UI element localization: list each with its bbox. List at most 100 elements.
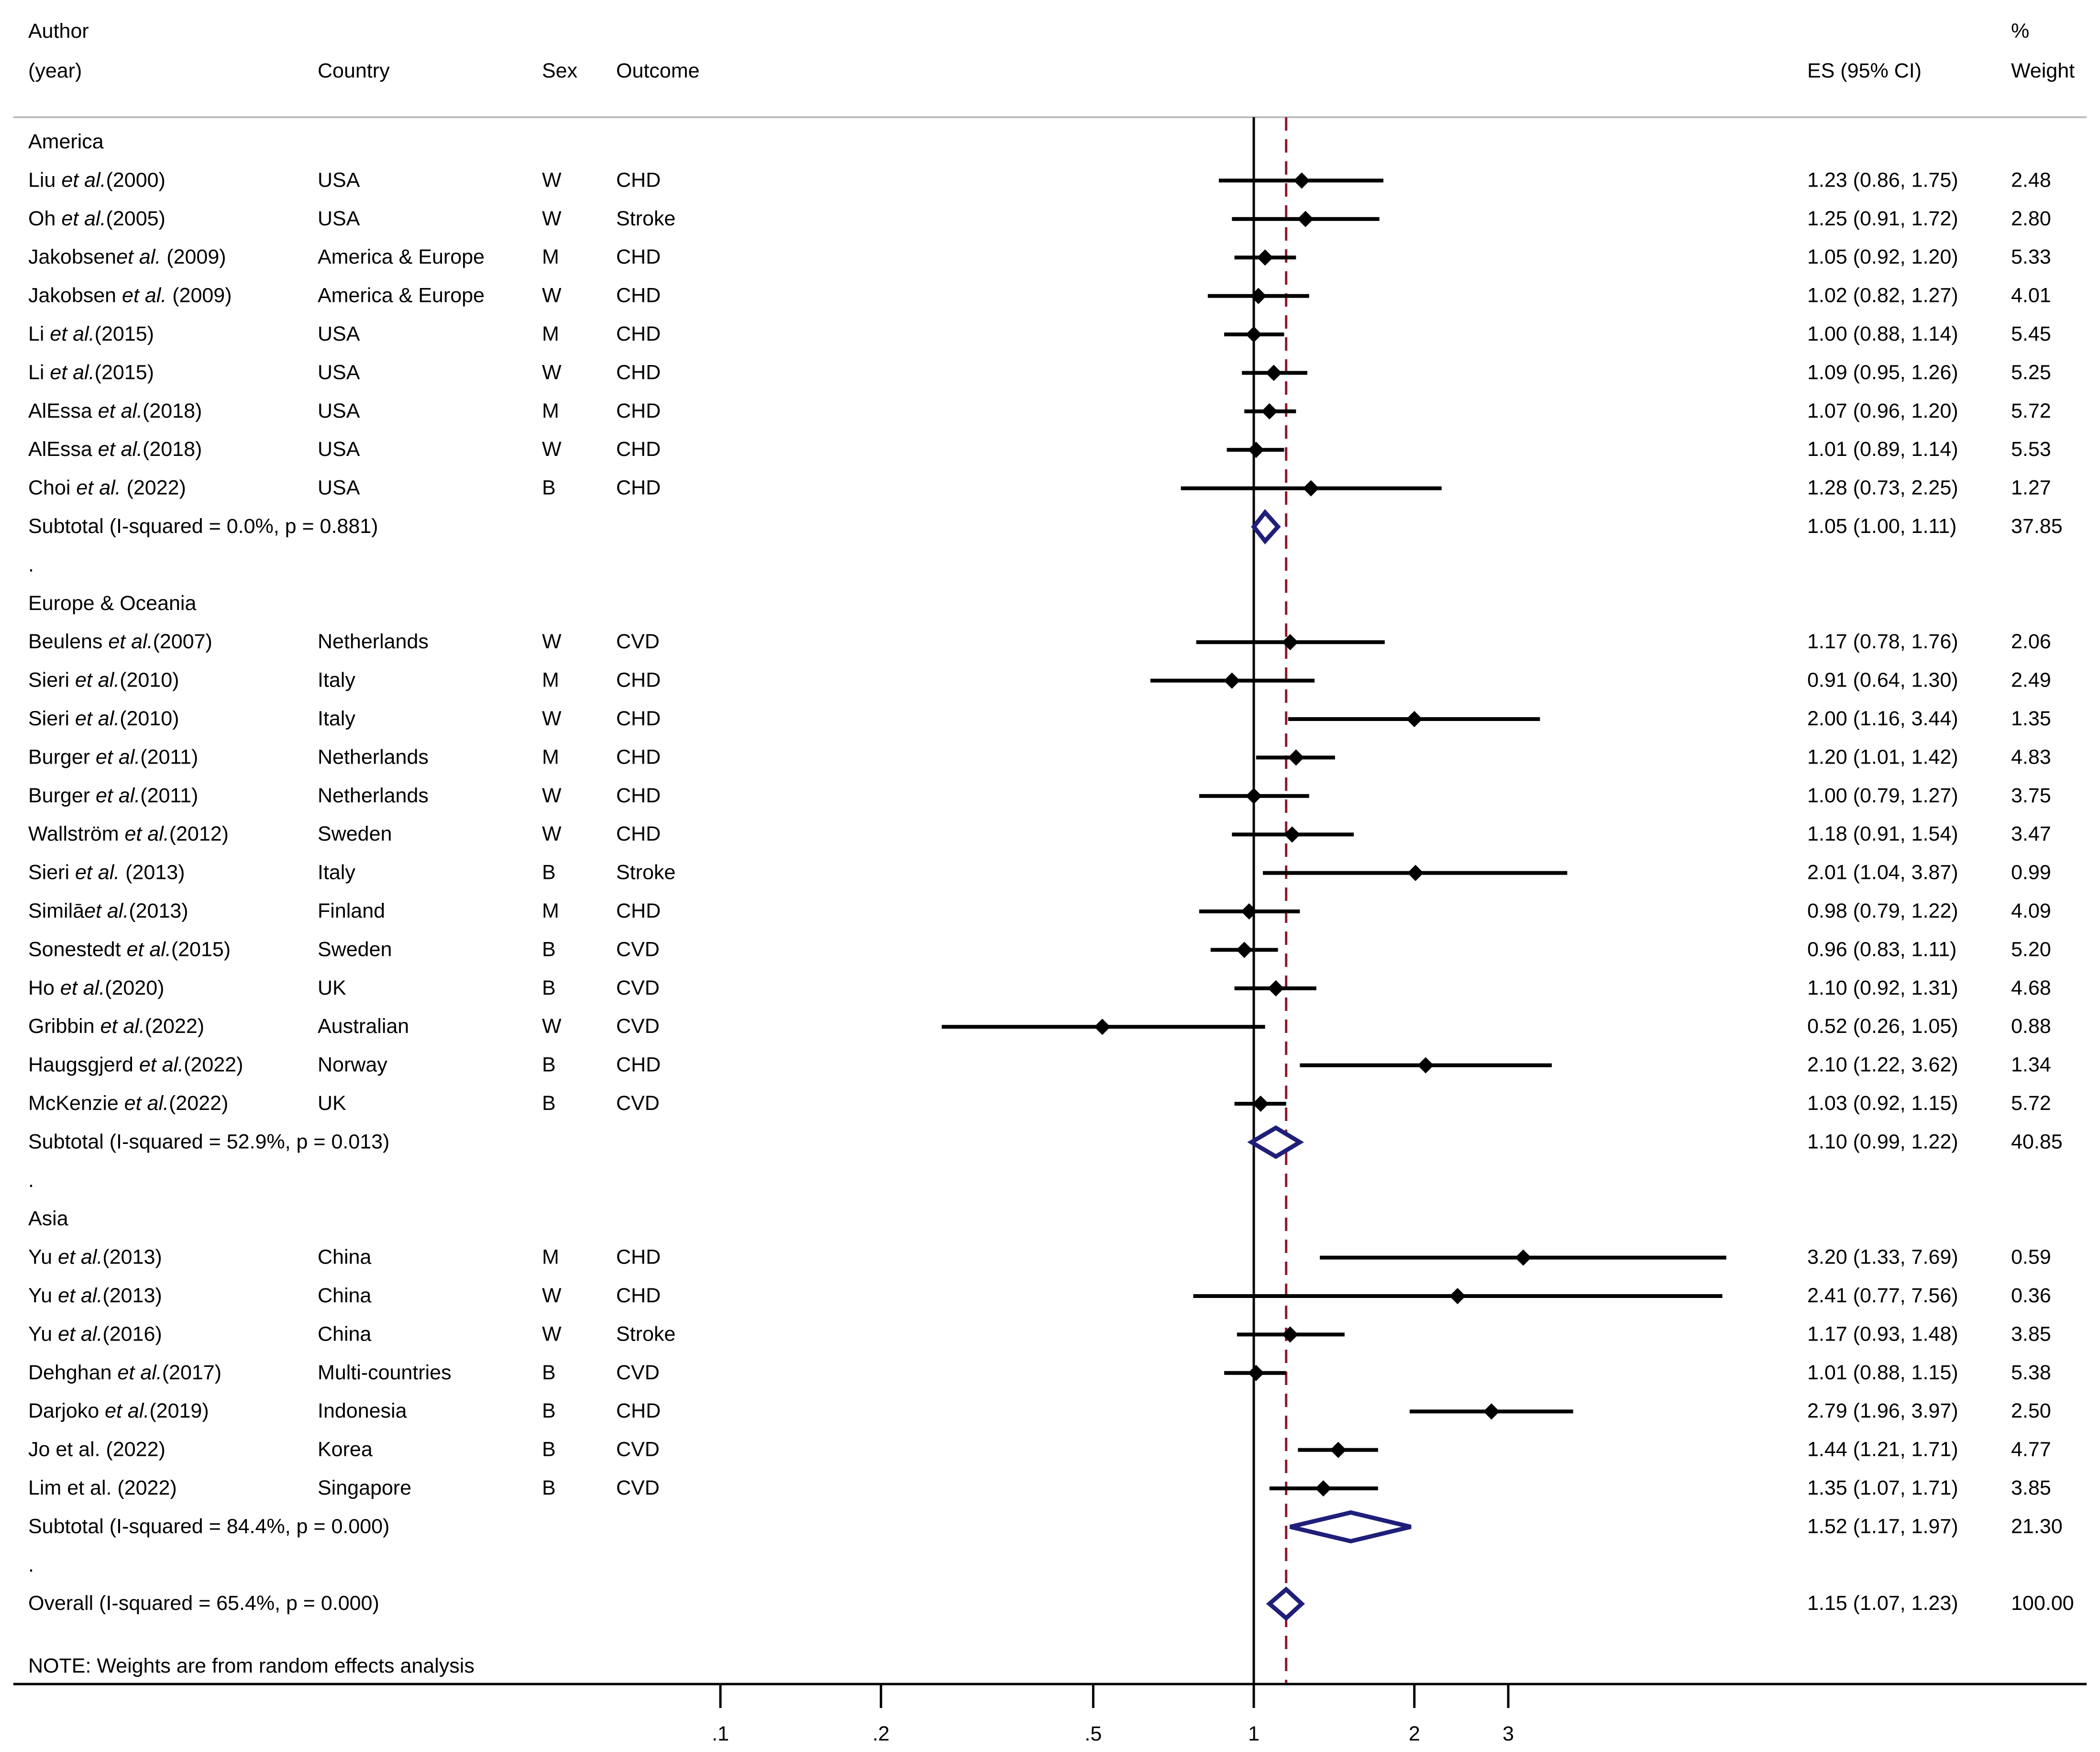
study-weight: 4.01 — [2011, 284, 2051, 307]
study-point — [1224, 672, 1240, 689]
study-point — [1449, 1288, 1466, 1304]
study-outcome: CVD — [616, 1092, 660, 1115]
study-sex: W — [542, 438, 562, 461]
study-outcome: CHD — [616, 784, 661, 807]
study-sex: B — [542, 1399, 556, 1422]
study-author: Yu et al.(2016) — [28, 1322, 162, 1345]
study-sex: M — [542, 399, 559, 422]
study-es: 1.10 (0.92, 1.31) — [1807, 976, 1958, 999]
overall-diamond — [1266, 1586, 1305, 1621]
study-es: 1.00 (0.88, 1.14) — [1807, 322, 1958, 345]
study-weight: 4.83 — [2011, 745, 2051, 768]
study-point — [1282, 634, 1299, 651]
x-tick-label: 3 — [1503, 1722, 1514, 1745]
study-es: 1.44 (1.21, 1.71) — [1807, 1438, 1958, 1461]
header-es: ES (95% CI) — [1807, 59, 1922, 82]
study-es: 1.02 (0.82, 1.27) — [1807, 284, 1958, 307]
study-author: Beulens et al.(2007) — [28, 630, 212, 653]
study-author: Similāet al.(2013) — [28, 899, 188, 922]
study-weight: 3.47 — [2011, 822, 2051, 845]
overall-label: Overall (I-squared = 65.4%, p = 0.000) — [28, 1592, 379, 1615]
study-point — [1265, 365, 1282, 381]
study-outcome: CVD — [616, 938, 660, 961]
study-country: Netherlands — [318, 630, 429, 653]
study-country: China — [318, 1246, 371, 1269]
study-weight: 4.68 — [2011, 976, 2051, 999]
study-sex: B — [542, 976, 556, 999]
study-outcome: Stroke — [616, 861, 675, 884]
header-country: Country — [318, 59, 390, 82]
subtotal-weight: 40.85 — [2011, 1130, 2063, 1153]
study-es: 1.35 (1.07, 1.71) — [1807, 1476, 1958, 1499]
study-es: 1.25 (0.91, 1.72) — [1807, 207, 1958, 230]
study-point — [1293, 172, 1310, 189]
study-author: AlEssa et al.(2018) — [28, 438, 202, 461]
study-es: 1.07 (0.96, 1.20) — [1807, 399, 1958, 422]
study-country: Australian — [318, 1015, 409, 1038]
study-es: 1.23 (0.86, 1.75) — [1807, 168, 1958, 191]
study-point — [1094, 1019, 1111, 1035]
study-weight: 0.36 — [2011, 1284, 2051, 1307]
study-country: China — [318, 1322, 371, 1345]
study-weight: 5.38 — [2011, 1361, 2051, 1384]
study-country: America & Europe — [318, 284, 485, 307]
study-point — [1330, 1442, 1347, 1458]
study-outcome: CHD — [616, 438, 661, 461]
study-author: Jakobsen et al. (2009) — [28, 284, 232, 307]
study-author: Sieri et al. (2013) — [28, 861, 185, 884]
study-country: Singapore — [318, 1476, 411, 1499]
study-point — [1483, 1403, 1500, 1420]
subtotal-es: 1.05 (1.00, 1.11) — [1807, 515, 1956, 538]
study-weight: 1.35 — [2011, 707, 2051, 730]
study-sex: B — [542, 938, 556, 961]
subtotal-diamond — [1251, 509, 1281, 544]
study-sex: B — [542, 1053, 556, 1076]
study-author: Haugsgjerd et al.(2022) — [28, 1053, 243, 1076]
group-spacer: . — [28, 1169, 34, 1192]
subtotal-diamond — [1247, 1125, 1304, 1159]
study-author: Liu et al.(2000) — [28, 168, 166, 191]
subtotal-diamond — [1289, 1510, 1412, 1544]
study-point — [1406, 711, 1423, 727]
study-point — [1246, 787, 1262, 804]
study-outcome: CHD — [616, 707, 661, 730]
study-outcome: CHD — [616, 399, 661, 422]
study-point — [1297, 211, 1314, 227]
study-weight: 3.85 — [2011, 1322, 2051, 1345]
study-country: Finland — [318, 899, 385, 922]
study-outcome: CHD — [616, 168, 661, 191]
study-country: USA — [318, 361, 360, 384]
study-outcome: CHD — [616, 361, 661, 384]
study-sex: W — [542, 784, 562, 807]
study-author: Sieri et al.(2010) — [28, 707, 179, 730]
study-weight: 0.88 — [2011, 1015, 2051, 1038]
study-es: 2.01 (1.04, 3.87) — [1807, 861, 1958, 884]
study-sex: M — [542, 322, 559, 345]
study-author: Wallström et al.(2012) — [28, 822, 229, 845]
group-spacer: . — [28, 553, 34, 576]
study-sex: M — [542, 245, 559, 268]
study-es: 0.96 (0.83, 1.11) — [1807, 938, 1956, 961]
study-es: 1.17 (0.93, 1.48) — [1807, 1322, 1958, 1345]
study-weight: 5.25 — [2011, 361, 2051, 384]
study-country: Korea — [318, 1438, 373, 1461]
study-author: Li et al.(2015) — [28, 361, 154, 384]
study-point — [1252, 1096, 1269, 1112]
study-outcome: CHD — [616, 1284, 661, 1307]
study-sex: W — [542, 168, 562, 191]
study-outcome: CHD — [616, 745, 661, 768]
study-author: Sonestedt et al.(2015) — [28, 938, 231, 961]
study-outcome: CHD — [616, 899, 661, 922]
study-author: Burger et al.(2011) — [28, 784, 198, 807]
study-country: Indonesia — [318, 1399, 407, 1422]
study-point — [1407, 865, 1424, 881]
study-sex: W — [542, 1322, 562, 1345]
group-label: Europe & Oceania — [28, 592, 196, 615]
study-sex: B — [542, 1438, 556, 1461]
study-outcome: CHD — [616, 669, 661, 692]
header-outcome: Outcome — [616, 59, 699, 82]
study-sex: W — [542, 1015, 562, 1038]
column-headers: Author (year) Country Sex Outcome ES (95… — [28, 20, 2075, 82]
study-outcome: CHD — [616, 1399, 661, 1422]
